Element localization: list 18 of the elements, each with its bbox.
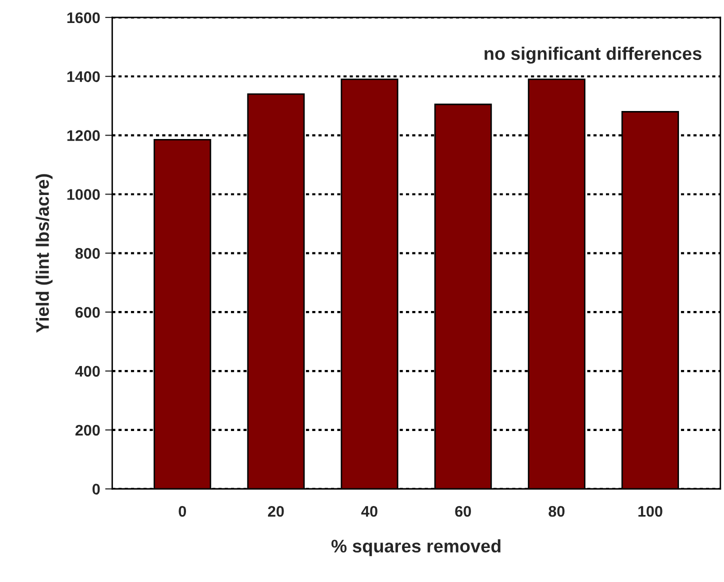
x-tick-label: 40 [361, 506, 378, 517]
x-tick-label: 80 [548, 506, 565, 517]
x-tick-label: 60 [455, 506, 471, 517]
y-tick-label: 1400 [67, 71, 100, 82]
y-tick-label: 1000 [67, 189, 100, 200]
x-tick-label: 100 [638, 506, 662, 517]
y-tick-label: 0 [92, 484, 100, 495]
x-tick-label: 0 [178, 506, 186, 517]
y-tick-label: 200 [75, 424, 100, 436]
x-axis-title: % squares removed [331, 539, 500, 556]
y-tick-label: 800 [75, 248, 100, 259]
y-tick-label: 400 [75, 366, 100, 377]
y-axis-title: Yield (lint lbs/acre) [36, 174, 53, 333]
y-tick-label: 1600 [67, 12, 100, 24]
x-tick-label: 20 [268, 506, 284, 517]
annotation: no significant differences [484, 46, 702, 64]
y-tick-label: 1200 [67, 130, 100, 141]
y-tick-label: 600 [75, 306, 100, 318]
